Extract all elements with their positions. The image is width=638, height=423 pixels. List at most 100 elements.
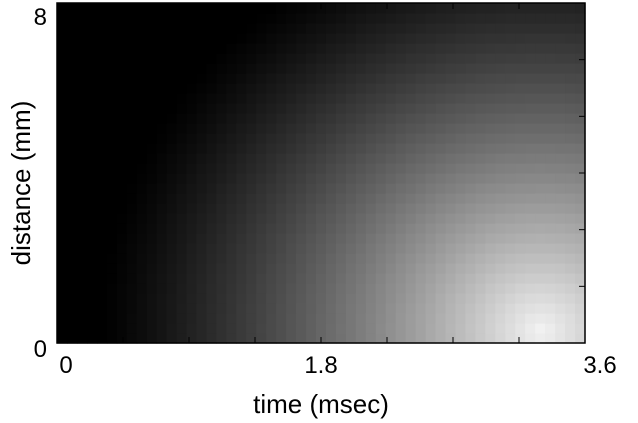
heatmap-cell bbox=[465, 313, 477, 324]
heatmap-cell bbox=[365, 233, 377, 244]
heatmap-cell bbox=[236, 333, 247, 344]
heatmap-cell bbox=[325, 243, 337, 254]
heatmap-cell bbox=[276, 313, 287, 324]
heatmap-cell bbox=[565, 43, 576, 54]
heatmap-cell bbox=[405, 103, 417, 114]
heatmap-cell bbox=[206, 233, 217, 244]
heatmap-cell bbox=[375, 73, 387, 84]
heatmap-cell bbox=[176, 293, 188, 304]
heatmap-cell bbox=[535, 283, 546, 294]
heatmap-cell bbox=[236, 313, 247, 324]
heatmap-cell bbox=[106, 303, 118, 314]
heatmap-cell bbox=[365, 143, 377, 154]
heatmap-cell bbox=[136, 213, 148, 224]
heatmap-cell bbox=[246, 33, 257, 44]
heatmap-cell bbox=[515, 293, 526, 304]
heatmap-cell bbox=[445, 63, 457, 74]
heatmap-cell bbox=[435, 153, 447, 164]
heatmap-cell bbox=[246, 253, 257, 264]
heatmap-cell bbox=[405, 123, 417, 134]
heatmap-cell bbox=[365, 333, 377, 344]
heatmap-cell bbox=[565, 163, 576, 174]
heatmap-cell bbox=[86, 113, 98, 124]
heatmap-cell bbox=[276, 193, 287, 204]
heatmap-cell bbox=[375, 143, 387, 154]
heatmap-cell bbox=[226, 253, 237, 264]
heatmap-cell bbox=[316, 313, 327, 324]
heatmap-cell bbox=[375, 293, 387, 304]
heatmap-cell bbox=[256, 223, 267, 234]
heatmap-cell bbox=[535, 273, 546, 284]
heatmap-cell bbox=[116, 193, 128, 204]
heatmap-cell bbox=[86, 23, 98, 34]
heatmap-cell bbox=[276, 263, 287, 274]
heatmap-cell bbox=[325, 3, 337, 14]
heatmap-cell bbox=[166, 253, 178, 264]
heatmap-cell bbox=[306, 73, 317, 84]
heatmap-cell bbox=[166, 203, 178, 214]
heatmap-cell bbox=[136, 153, 148, 164]
heatmap-cell bbox=[415, 173, 427, 184]
heatmap-cell bbox=[495, 323, 506, 334]
heatmap-cell bbox=[136, 233, 148, 244]
heatmap-cell bbox=[316, 213, 327, 224]
heatmap-cell bbox=[435, 23, 447, 34]
heatmap-cell bbox=[306, 333, 317, 344]
heatmap-cell bbox=[306, 223, 317, 234]
heatmap-cell bbox=[425, 313, 437, 324]
heatmap-cell bbox=[325, 283, 337, 294]
heatmap-cell bbox=[136, 273, 148, 284]
heatmap-cell bbox=[226, 273, 237, 284]
heatmap-cell bbox=[306, 143, 317, 154]
heatmap-cell bbox=[355, 3, 367, 14]
heatmap-cell bbox=[575, 233, 586, 244]
heatmap-cell bbox=[395, 283, 407, 294]
heatmap-cell bbox=[535, 133, 546, 144]
heatmap-cell bbox=[445, 203, 457, 214]
heatmap-cell bbox=[375, 33, 387, 44]
heatmap-cell bbox=[306, 3, 317, 14]
heatmap-cell bbox=[515, 83, 526, 94]
heatmap-cell bbox=[57, 323, 68, 334]
heatmap-cell bbox=[395, 93, 407, 104]
heatmap-cell bbox=[226, 283, 237, 294]
heatmap-cell bbox=[565, 203, 576, 214]
heatmap-cell bbox=[136, 333, 148, 344]
heatmap-cell bbox=[216, 73, 227, 84]
heatmap-cell bbox=[335, 93, 347, 104]
heatmap-cell bbox=[535, 23, 546, 34]
heatmap-cell bbox=[296, 213, 307, 224]
heatmap-cell bbox=[296, 223, 307, 234]
heatmap-cell bbox=[415, 233, 427, 244]
heatmap-cell bbox=[545, 143, 556, 154]
heatmap-cell bbox=[545, 273, 556, 284]
heatmap-cell bbox=[106, 83, 118, 94]
heatmap-cell bbox=[286, 253, 297, 264]
heatmap-cell bbox=[385, 323, 397, 334]
heatmap-cell bbox=[256, 103, 267, 114]
heatmap-cell bbox=[425, 243, 437, 254]
heatmap-cell bbox=[246, 273, 257, 284]
heatmap-cell bbox=[166, 23, 178, 34]
heatmap-cell bbox=[395, 193, 407, 204]
heatmap-cell bbox=[565, 123, 576, 134]
heatmap-cell bbox=[196, 63, 208, 74]
heatmap-cell bbox=[266, 273, 277, 284]
heatmap-cell bbox=[345, 323, 357, 334]
heatmap-cell bbox=[316, 203, 327, 214]
heatmap-cell bbox=[505, 43, 516, 54]
heatmap-cell bbox=[176, 253, 188, 264]
heatmap-cell bbox=[316, 263, 327, 274]
heatmap-cell bbox=[565, 73, 576, 84]
heatmap-cell bbox=[415, 253, 427, 264]
heatmap-cell bbox=[136, 243, 148, 254]
heatmap-cell bbox=[316, 133, 327, 144]
heatmap-cell bbox=[236, 243, 247, 254]
heatmap-cell bbox=[465, 113, 477, 124]
heatmap-cell bbox=[485, 243, 496, 254]
heatmap-cell bbox=[395, 153, 407, 164]
heatmap-cell bbox=[256, 283, 267, 294]
heatmap-cell bbox=[575, 13, 586, 24]
heatmap-cell bbox=[156, 33, 168, 44]
heatmap-cell bbox=[455, 13, 467, 24]
